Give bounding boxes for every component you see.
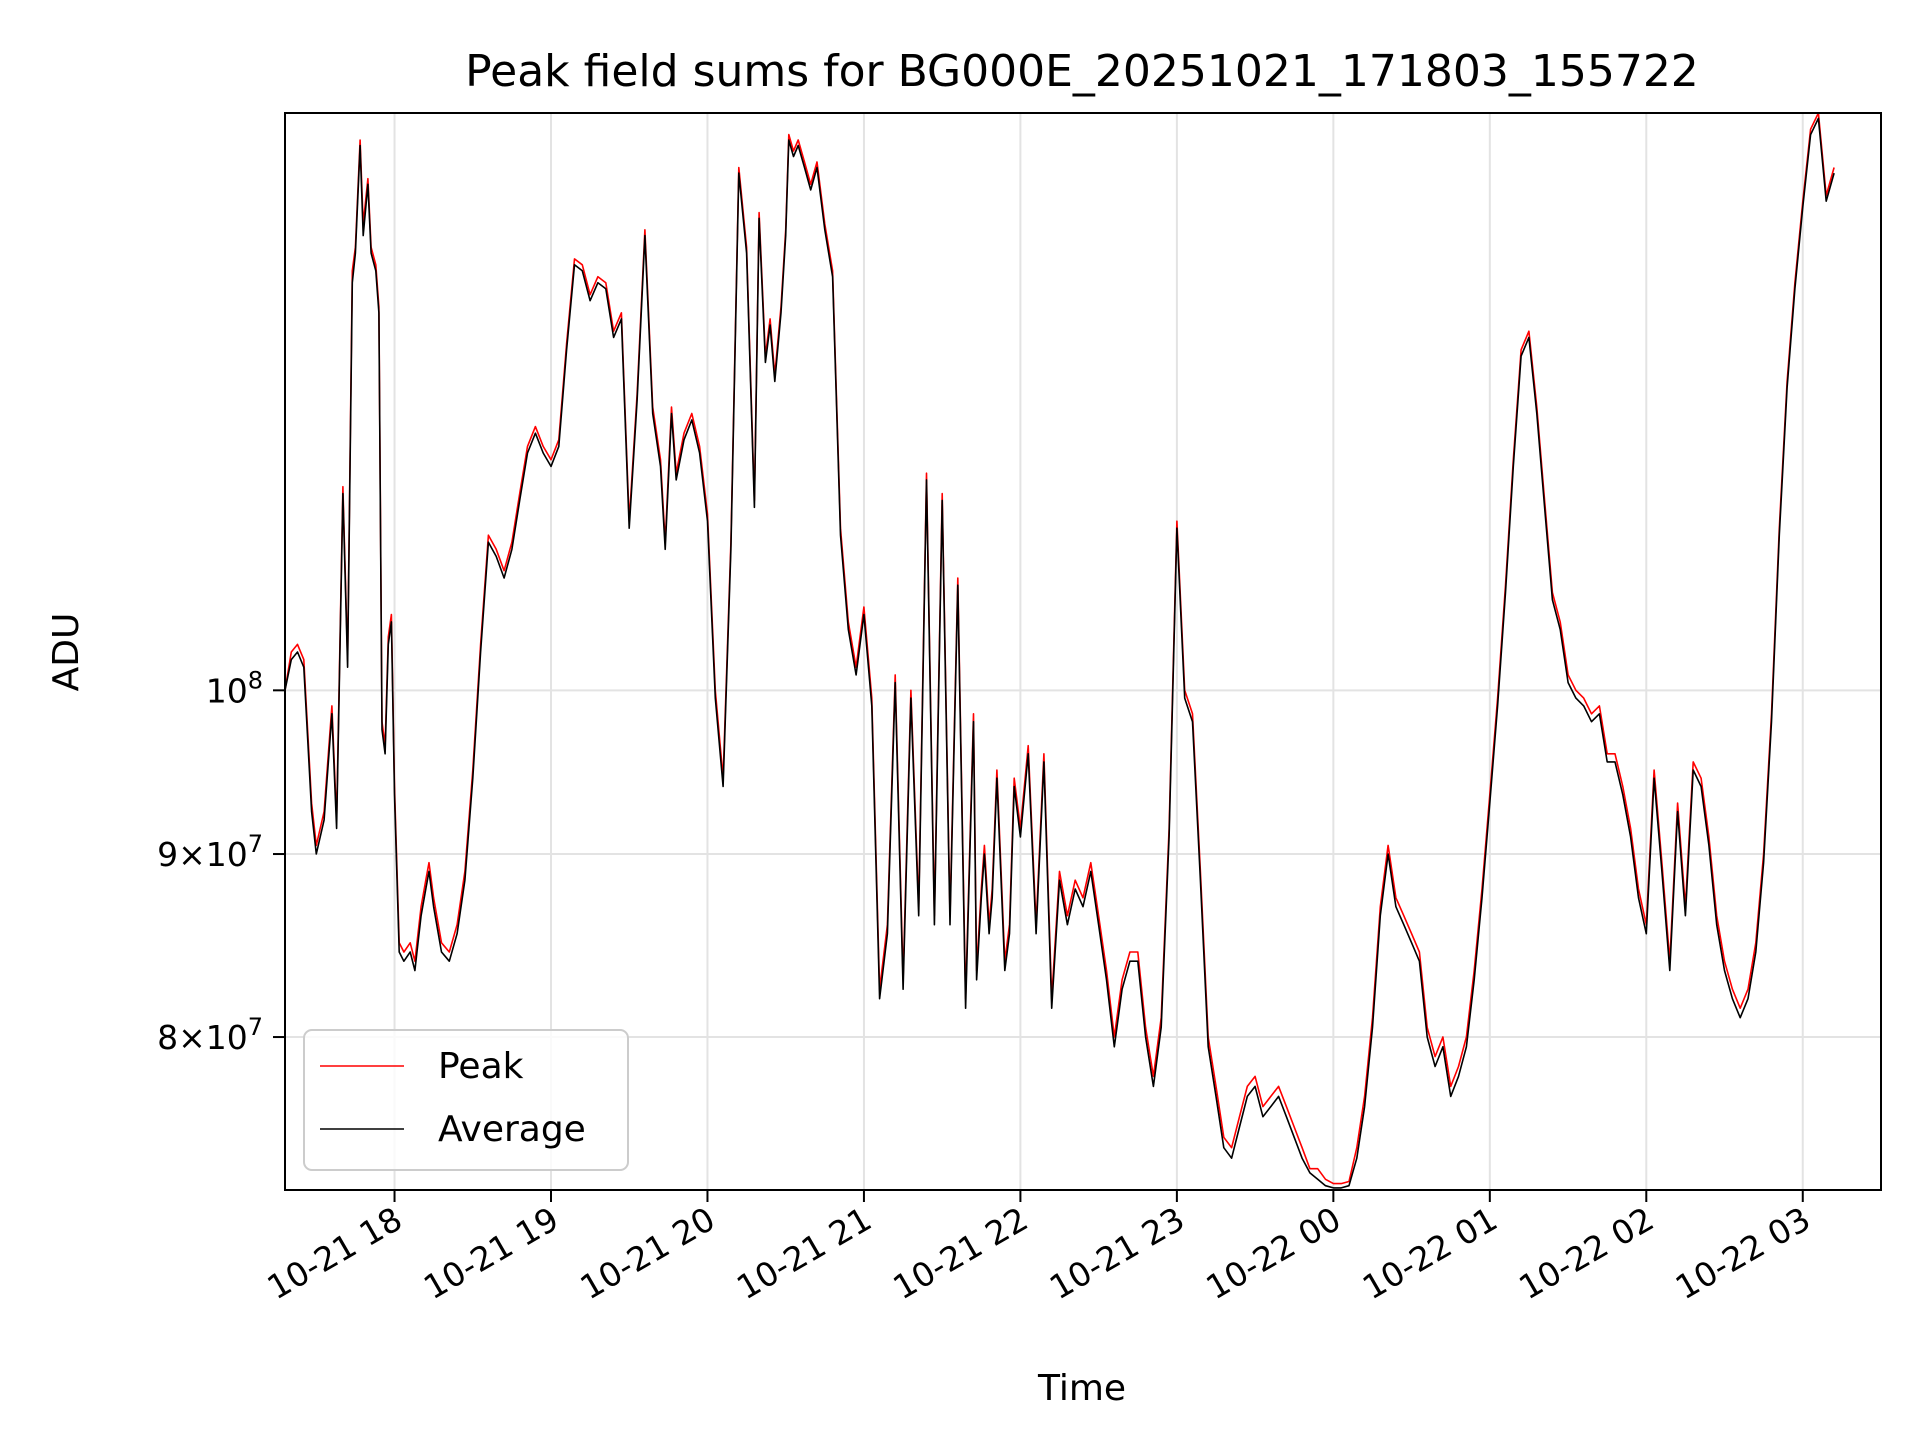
series-layer <box>284 112 1835 1189</box>
y-axis-label: ADU <box>46 613 87 692</box>
x-axis-label: Time <box>1037 1368 1126 1409</box>
legend: Peak Average <box>303 1029 629 1171</box>
y-tick-label: 8×107 <box>157 1013 263 1057</box>
series-line-average <box>284 117 1835 1189</box>
y-axis: 108 9×107 8×107 <box>157 666 285 1057</box>
y-tick-label: 9×107 <box>157 830 263 874</box>
plot-frame <box>284 112 1882 1191</box>
legend-label-average: Average <box>438 1109 586 1150</box>
chart-title: Peak field sums for BG000E_20251021_1718… <box>465 46 1699 97</box>
y-tick-label: 108 <box>206 666 263 710</box>
legend-label-peak: Peak <box>438 1046 524 1087</box>
legend-box <box>303 1029 629 1171</box>
